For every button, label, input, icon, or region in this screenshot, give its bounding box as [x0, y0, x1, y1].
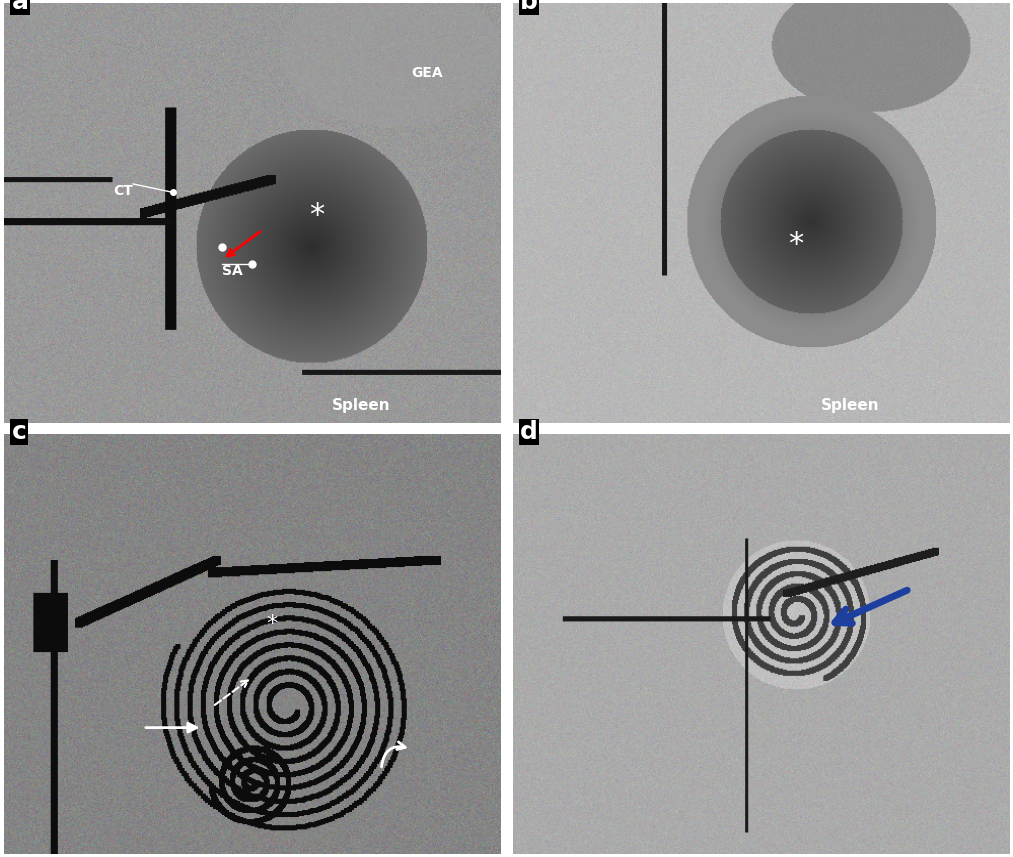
Text: CT: CT [113, 184, 133, 198]
Text: Spleen: Spleen [821, 398, 879, 413]
Text: SA: SA [223, 264, 243, 278]
Text: a: a [11, 0, 28, 14]
Text: *: * [266, 614, 278, 634]
Text: *: * [309, 201, 324, 230]
Text: *: * [788, 231, 803, 259]
Text: d: d [520, 420, 538, 444]
Text: c: c [11, 420, 26, 444]
Text: b: b [520, 0, 538, 14]
Text: Spleen: Spleen [332, 398, 391, 413]
Text: GEA: GEA [411, 66, 443, 81]
